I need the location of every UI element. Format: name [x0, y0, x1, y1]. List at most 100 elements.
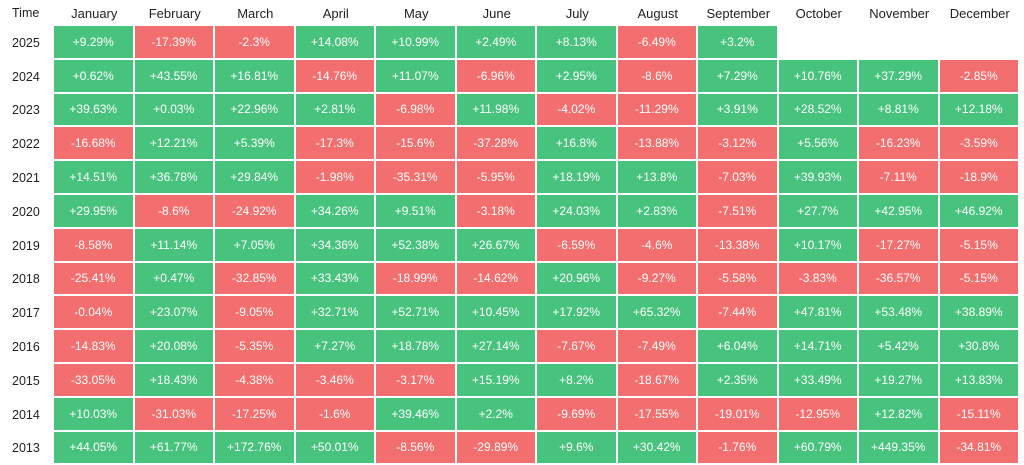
return-cell: +27.14% — [456, 330, 537, 364]
return-cell: +65.32% — [617, 296, 698, 331]
return-cell: -18.67% — [617, 363, 698, 398]
month-header-august: August — [637, 5, 678, 21]
return-cell: +0.62% — [54, 59, 135, 94]
year-label: 2018 — [12, 272, 40, 287]
return-cell: +14.08% — [295, 26, 376, 60]
return-cell: -31.03% — [134, 397, 215, 432]
return-cell: -7.67% — [537, 330, 618, 364]
month-header-september: September — [706, 5, 771, 21]
table-row: 2023 +39.63% +0.03% +22.96% +2.81% -6.98% +11.… — [0, 93, 1024, 128]
return-cell: +10.45% — [456, 296, 537, 331]
return-cell: +2.81% — [295, 93, 376, 128]
return-cell: -13.88% — [617, 127, 698, 162]
return-cell: +10.99% — [376, 26, 457, 60]
return-cell: -24.92% — [215, 194, 296, 229]
return-cell: +42.95% — [859, 194, 940, 229]
month-header-november: November — [869, 5, 930, 21]
return-cell: +16.8% — [537, 127, 618, 162]
return-cell: -5.35% — [215, 330, 296, 364]
table-row: 2017 -0.04% +23.07% -9.05% +32.71% +52.71% +10… — [0, 296, 1024, 331]
return-cell: -16.68% — [54, 127, 135, 162]
return-cell: +46.92% — [939, 194, 1020, 229]
return-cell: +9.51% — [376, 194, 457, 229]
return-cell: +9.6% — [537, 431, 618, 465]
return-cell: +12.82% — [859, 397, 940, 432]
return-cell: +33.43% — [295, 262, 376, 297]
return-cell: +7.05% — [215, 228, 296, 263]
return-cell: +5.39% — [215, 127, 296, 162]
return-cell: +33.49% — [778, 363, 859, 398]
return-cell: -18.99% — [376, 262, 457, 297]
return-cell: -5.15% — [939, 262, 1020, 297]
return-cell: +2.49% — [456, 26, 537, 60]
return-cell: +61.77% — [134, 431, 215, 465]
year-label: 2023 — [12, 103, 40, 118]
table-row: 2013 +44.05% +61.77% +172.76% +50.01% -8.56% -… — [0, 431, 1024, 465]
return-cell: -8.6% — [134, 194, 215, 229]
return-cell: +34.36% — [295, 228, 376, 263]
return-cell: +16.81% — [215, 59, 296, 94]
return-cell: -4.6% — [617, 228, 698, 263]
return-cell: +10.76% — [778, 59, 859, 94]
return-cell: -5.58% — [698, 262, 779, 297]
year-label: 2021 — [12, 171, 40, 186]
return-cell: -25.41% — [54, 262, 135, 297]
return-cell: -36.57% — [859, 262, 940, 297]
return-cell: +20.96% — [537, 262, 618, 297]
return-cell: +18.78% — [376, 330, 457, 364]
year-label: 2015 — [12, 373, 40, 388]
return-cell: -17.25% — [215, 397, 296, 432]
return-cell: -14.62% — [456, 262, 537, 297]
return-cell: -17.27% — [859, 228, 940, 263]
month-header-december: December — [949, 5, 1010, 21]
return-cell: -29.89% — [456, 431, 537, 465]
return-cell: -2.85% — [939, 59, 1020, 94]
return-cell: -16.23% — [859, 127, 940, 162]
return-cell: +8.13% — [537, 26, 618, 60]
return-cell: +0.47% — [134, 262, 215, 297]
return-cell: +23.07% — [134, 296, 215, 331]
table-row: 2019 -8.58% +11.14% +7.05% +34.36% +52.38% +26… — [0, 228, 1024, 263]
return-cell: +36.78% — [134, 161, 215, 195]
return-cell: +27.7% — [778, 194, 859, 229]
return-cell: -32.85% — [215, 262, 296, 297]
return-cell: +172.76% — [215, 431, 296, 465]
return-cell: +8.2% — [537, 363, 618, 398]
return-cell: +18.43% — [134, 363, 215, 398]
header-row: Time January February March April May June Jul… — [0, 0, 1024, 26]
return-cell: +10.03% — [54, 397, 135, 432]
return-cell: -34.81% — [939, 431, 1020, 465]
table-body: 2025 +9.29% -17.39% -2.3% +14.08% +10.99% +2.4… — [0, 26, 1024, 465]
return-cell: -3.17% — [376, 363, 457, 398]
table-row: 2018 -25.41% +0.47% -32.85% +33.43% -18.99% -1… — [0, 262, 1024, 297]
return-cell: +11.07% — [376, 59, 457, 94]
return-cell: +47.81% — [778, 296, 859, 331]
return-cell: +14.71% — [778, 330, 859, 364]
return-cell: -15.6% — [376, 127, 457, 162]
month-header-october: October — [795, 5, 842, 21]
return-cell: +39.93% — [778, 161, 859, 195]
return-cell: +2.35% — [698, 363, 779, 398]
return-cell: -4.02% — [537, 93, 618, 128]
return-cell: +15.19% — [456, 363, 537, 398]
return-cell: +32.71% — [295, 296, 376, 331]
return-cell: -6.49% — [617, 26, 698, 60]
table-row: 2015 -33.05% +18.43% -4.38% -3.46% -3.17% +15.… — [0, 363, 1024, 398]
table-row: 2020 +29.95% -8.6% -24.92% +34.26% +9.51% -3.1… — [0, 194, 1024, 229]
return-cell: +10.17% — [778, 228, 859, 263]
return-cell: -6.96% — [456, 59, 537, 94]
return-cell: -7.44% — [698, 296, 779, 331]
table-row: 2016 -14.83% +20.08% -5.35% +7.27% +18.78% +27… — [0, 330, 1024, 364]
month-header-april: April — [322, 5, 349, 21]
return-cell: -9.05% — [215, 296, 296, 331]
return-cell: -5.95% — [456, 161, 537, 195]
year-label: 2025 — [12, 35, 40, 50]
return-cell: +7.29% — [698, 59, 779, 94]
table-row: 2024 +0.62% +43.55% +16.81% -14.76% +11.07% -6… — [0, 59, 1024, 94]
return-cell: -6.59% — [537, 228, 618, 263]
year-label: 2022 — [12, 137, 40, 152]
return-cell: +17.92% — [537, 296, 618, 331]
return-cell: -2.3% — [215, 26, 296, 60]
year-label: 2013 — [12, 441, 40, 456]
year-label: 2020 — [12, 204, 40, 219]
